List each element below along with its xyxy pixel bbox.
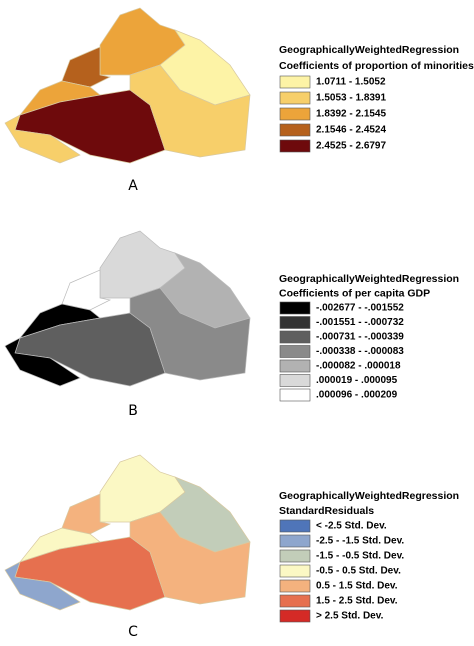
legend-label: -1.5 - -0.5 Std. Dev.: [316, 551, 404, 562]
map: [4, 230, 251, 387]
legend-swatch: [279, 139, 311, 153]
legend-swatch: [279, 534, 311, 548]
legend-title: GeographicallyWeightedRegression: [279, 490, 459, 502]
panel-caption: C: [128, 624, 138, 640]
legend-label: -.000082 - .000018: [316, 361, 401, 372]
legend-swatch: [279, 91, 311, 105]
legend-swatch: [279, 345, 311, 358]
map-region: [4, 561, 81, 611]
legend-swatch: [279, 330, 311, 344]
map: [4, 454, 251, 611]
legend-swatch: [279, 123, 311, 137]
legend-swatch: [279, 564, 311, 578]
legend-label: < -2.5 Std. Dev.: [316, 521, 387, 532]
legend-swatch: [279, 374, 311, 387]
legend-label: -.002677 - -.001552: [316, 303, 404, 314]
legend-swatch: [279, 388, 311, 402]
map-region: [4, 114, 81, 164]
legend-swatch: [279, 579, 311, 593]
legend-label: -0.5 - 0.5 Std. Dev.: [316, 566, 401, 577]
legend-label: 0.5 - 1.5 Std. Dev.: [316, 581, 398, 592]
legend-swatch: [279, 609, 311, 623]
legend-label: 2.1546 - 2.4524: [316, 125, 386, 136]
legend-label: -.001551 - -.000732: [316, 317, 404, 328]
legend-swatch: [279, 75, 311, 89]
panel-caption: A: [128, 178, 138, 194]
map-region: [4, 337, 81, 387]
legend-label: > 2.5 Std. Dev.: [316, 611, 384, 622]
map-region: [129, 287, 251, 381]
map-region: [129, 511, 251, 605]
legend-swatch: [279, 359, 311, 373]
legend-title: GeographicallyWeightedRegression: [279, 44, 459, 56]
legend-label: 1.8392 - 2.1545: [316, 109, 386, 120]
map-region: [129, 64, 251, 158]
legend-subtitle: StandardResiduals: [279, 505, 374, 517]
legend-label: 2.4525 - 2.6797: [316, 141, 386, 152]
legend-swatch: [279, 107, 311, 121]
legend-swatch: [279, 301, 311, 315]
legend-label: 1.0711 - 1.5052: [316, 77, 386, 88]
legend-label: .000019 - .000095: [316, 375, 398, 386]
legend-swatch: [279, 519, 311, 533]
legend-label: .000096 - .000209: [316, 390, 398, 401]
legend-swatch: [279, 549, 311, 563]
legend-label: -.000731 - -.000339: [316, 332, 404, 343]
legend-swatch: [279, 316, 311, 329]
legend-swatch: [279, 594, 311, 608]
legend-label: 1.5053 - 1.8391: [316, 93, 386, 104]
panel-caption: B: [128, 403, 138, 419]
legend-title: GeographicallyWeightedRegression: [279, 273, 459, 285]
legend-label: -.000338 - -.000083: [316, 346, 404, 357]
legend-subtitle: Coefficients of proportion of minorities: [279, 60, 474, 72]
legend-subtitle: Coefficients of per capita GDP: [279, 287, 430, 299]
legend-label: -2.5 - -1.5 Std. Dev.: [316, 536, 404, 547]
map: [4, 7, 251, 164]
legend-label: 1.5 - 2.5 Std. Dev.: [316, 596, 398, 607]
